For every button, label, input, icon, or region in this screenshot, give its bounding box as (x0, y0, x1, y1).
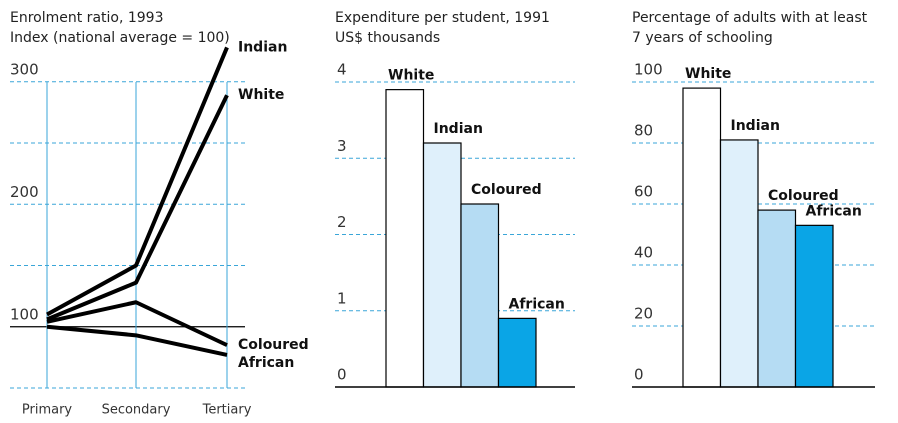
chart-subtitle: Index (national average = 100) (10, 30, 230, 46)
bar-label: Coloured (768, 188, 839, 204)
chart-title: Expenditure per student, 1991 (335, 10, 550, 26)
y-tick-label: 3 (337, 137, 347, 155)
y-tick-label: 200 (10, 183, 39, 201)
y-tick-label: 4 (337, 61, 347, 79)
x-tick-label: Tertiary (202, 403, 252, 418)
series-line (46, 46, 229, 317)
series-label: Indian (238, 39, 287, 55)
y-tick-label: 100 (10, 305, 39, 323)
bar (497, 317, 537, 388)
y-tick-label: 0 (634, 366, 644, 384)
chart-title: Percentage of adults with at least (632, 10, 868, 26)
y-tick-label: 80 (634, 122, 653, 140)
bar-label: White (685, 66, 731, 82)
series-label: White (238, 87, 284, 103)
y-tick-label: 100 (634, 61, 663, 79)
x-tick-label: Primary (22, 403, 73, 418)
chart-subtitle: US$ thousands (335, 30, 440, 46)
bar (719, 139, 759, 388)
chart-subtitle: 7 years of schooling (632, 30, 773, 46)
bar-label: Coloured (471, 182, 542, 198)
bar (682, 87, 722, 388)
x-tick-label: Secondary (102, 403, 171, 418)
y-tick-label: 60 (634, 183, 653, 201)
bar (422, 142, 462, 388)
chart-title: Enrolment ratio, 1993 (10, 10, 164, 26)
bar-label: African (806, 203, 862, 219)
bar-label: White (388, 68, 434, 84)
y-tick-label: 40 (634, 244, 653, 262)
y-tick-label: 0 (337, 366, 347, 384)
bar (460, 203, 500, 388)
y-tick-label: 300 (10, 60, 39, 78)
y-tick-label: 1 (337, 289, 347, 307)
bar-label: African (509, 296, 565, 312)
bar (385, 89, 425, 388)
bar (794, 224, 834, 388)
y-tick-label: 20 (634, 305, 653, 323)
bar-label: Indian (434, 121, 483, 137)
y-tick-label: 2 (337, 213, 347, 231)
series-line (46, 94, 229, 322)
series-line (46, 324, 228, 357)
series-line (46, 300, 228, 347)
bar (757, 209, 797, 388)
series-label: African (238, 355, 294, 371)
series-label: Coloured (238, 337, 309, 353)
bar-label: Indian (731, 118, 780, 134)
